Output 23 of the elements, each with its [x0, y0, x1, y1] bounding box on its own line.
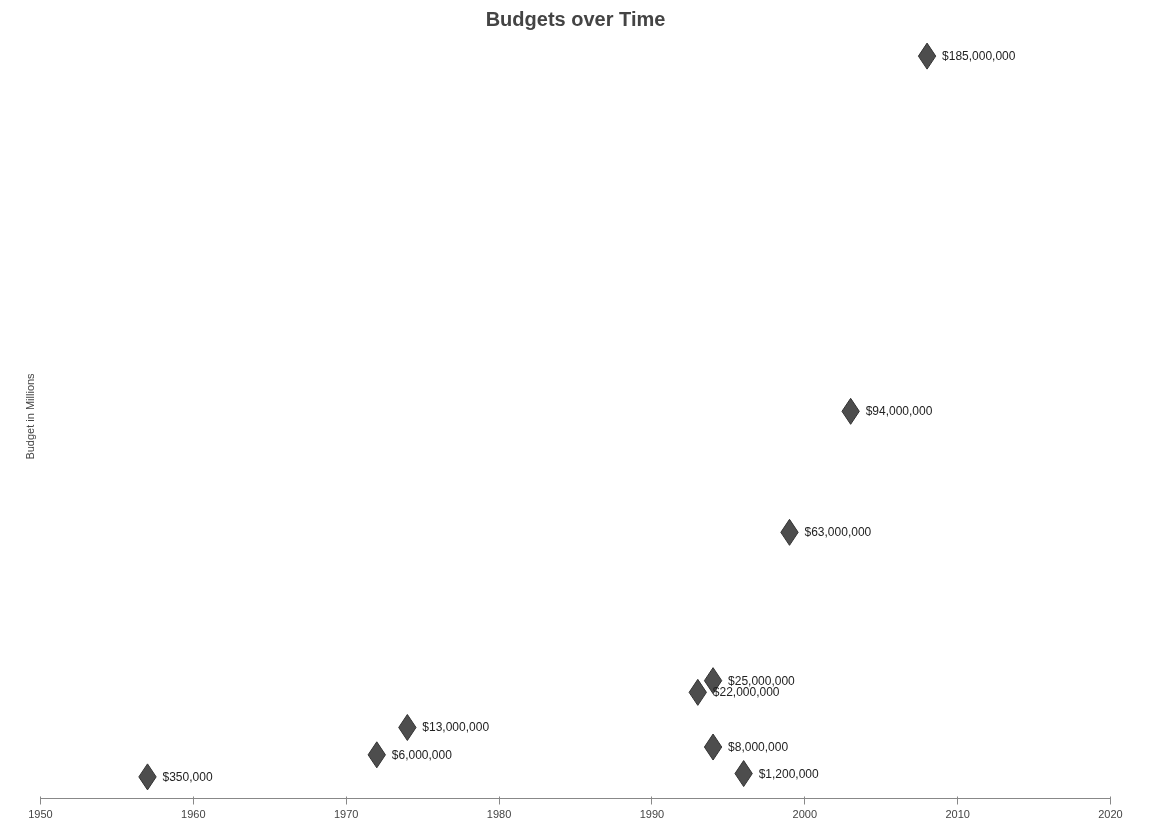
data-label: $94,000,000 — [865, 404, 933, 419]
data-label: $25,000,000 — [728, 673, 796, 688]
point — [917, 42, 937, 70]
x-tick-label: 2010 — [945, 807, 970, 820]
y-axis-title: Budget in Millions — [23, 372, 36, 460]
data-label: $8,000,000 — [728, 740, 789, 755]
x-tick-label: 1960 — [181, 807, 206, 820]
x-tick-label: 1990 — [639, 807, 665, 820]
data-label: $185,000,000 — [942, 49, 1016, 64]
x-tick-label: 1970 — [333, 807, 359, 820]
data-label: $350,000 — [162, 769, 213, 784]
point — [703, 733, 723, 761]
data-label: $63,000,000 — [804, 525, 872, 540]
data-label: $22,000,000 — [712, 685, 780, 700]
point — [398, 714, 417, 741]
x-tick-label: 2000 — [792, 807, 818, 820]
data-label: $1,200,000 — [758, 766, 820, 781]
chart-title: Budgets over Time — [485, 7, 666, 30]
data-label: $13,000,000 — [422, 720, 490, 735]
data-label: $6,000,000 — [391, 747, 453, 762]
x-tick-label: 2020 — [1098, 807, 1123, 820]
x-tick-label: 1980 — [486, 807, 512, 820]
x-tick-label: 1950 — [28, 807, 53, 820]
